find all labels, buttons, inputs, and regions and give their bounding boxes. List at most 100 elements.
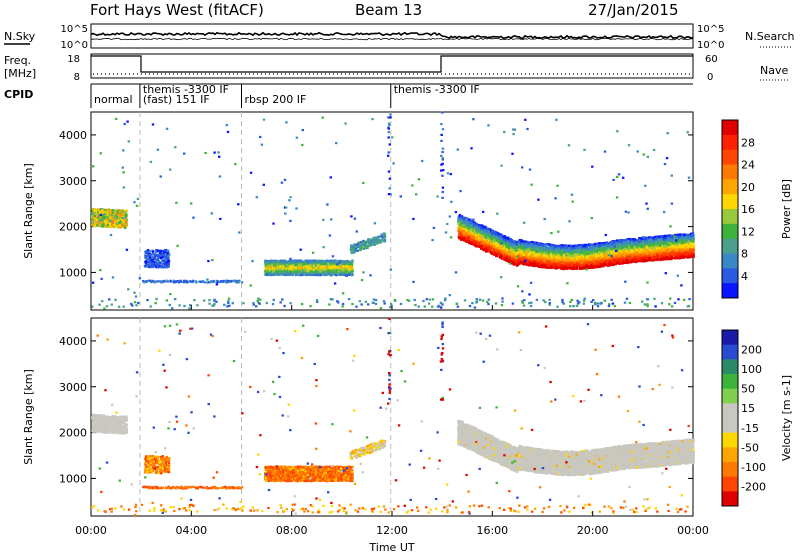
data-cell xyxy=(490,240,492,242)
data-cell xyxy=(516,244,518,246)
data-cell xyxy=(488,234,490,236)
data-cell xyxy=(486,250,488,252)
data-cell xyxy=(295,272,297,274)
data-cell xyxy=(317,269,319,271)
data-cell xyxy=(337,266,339,268)
data-cell xyxy=(465,240,467,242)
data-cell xyxy=(189,281,191,283)
data-cell xyxy=(325,261,327,263)
data-cell xyxy=(99,225,101,227)
data-cell xyxy=(516,260,518,262)
data-cell xyxy=(335,260,337,262)
data-cell xyxy=(525,246,527,248)
data-cell xyxy=(149,250,151,252)
data-cell xyxy=(166,257,168,259)
data-cell xyxy=(94,209,96,211)
data-cell xyxy=(367,245,369,247)
data-cell xyxy=(347,262,349,264)
data-cell xyxy=(149,280,151,282)
data-cell xyxy=(320,270,322,272)
data-cell xyxy=(350,266,352,268)
data-cell xyxy=(350,245,352,247)
data-cell xyxy=(272,267,274,269)
data-cell xyxy=(151,280,153,282)
data-cell xyxy=(305,260,307,262)
data-cell xyxy=(164,264,166,266)
data-cell xyxy=(370,243,372,245)
data-cell xyxy=(307,266,309,268)
data-cell xyxy=(334,271,336,273)
data-cell xyxy=(383,236,385,238)
data-cell xyxy=(505,239,507,241)
data-cell xyxy=(289,260,291,262)
data-cell xyxy=(381,234,383,236)
data-cell xyxy=(307,270,309,272)
data-cell xyxy=(533,260,535,262)
data-cell xyxy=(154,280,156,282)
freq-trace xyxy=(91,56,693,72)
radar-figure: Fort Hays West (fitACF) Beam 13 27/Jan/2… xyxy=(0,0,800,554)
data-cell xyxy=(299,260,301,262)
data-cell xyxy=(91,212,93,214)
beam-label: Beam 13 xyxy=(355,1,422,19)
data-cell xyxy=(533,243,535,245)
data-cell xyxy=(124,212,126,214)
data-cell xyxy=(277,260,279,262)
data-cell xyxy=(525,249,527,251)
nave-tick-bottom: 0 xyxy=(707,72,713,83)
nsky-trace xyxy=(91,33,693,38)
data-cell xyxy=(510,260,512,262)
data-cell xyxy=(154,254,156,256)
data-cell xyxy=(525,252,527,254)
data-cell xyxy=(485,245,487,247)
data-cell xyxy=(329,270,331,272)
data-cell xyxy=(289,270,291,272)
data-cell xyxy=(282,261,284,263)
data-cell xyxy=(525,244,527,246)
data-cell xyxy=(301,274,303,276)
data-cell xyxy=(467,236,469,238)
nave-tick-top: 60 xyxy=(705,54,718,65)
data-cell xyxy=(157,259,159,261)
y-tick-label: 1000 xyxy=(59,266,87,279)
data-cell xyxy=(353,243,355,245)
data-cell xyxy=(485,228,487,230)
data-cell xyxy=(463,234,465,236)
data-cell xyxy=(307,268,309,270)
data-cell xyxy=(364,243,366,245)
data-cell xyxy=(332,265,334,267)
data-cell xyxy=(351,264,353,266)
data-cell xyxy=(503,247,505,249)
freq-tick-top: 18 xyxy=(67,54,80,65)
data-cell xyxy=(204,281,206,283)
nsearch-tick-bottom: 10^0 xyxy=(697,40,724,51)
data-cell xyxy=(503,238,505,240)
data-cell xyxy=(523,254,525,256)
data-cell xyxy=(352,252,354,254)
data-cell xyxy=(111,220,113,222)
data-cell xyxy=(195,281,197,283)
data-cell xyxy=(533,262,535,264)
data-cell xyxy=(295,261,297,263)
data-cell xyxy=(302,271,304,273)
data-cell xyxy=(465,227,467,229)
data-cell xyxy=(290,266,292,268)
data-cell xyxy=(144,254,146,256)
freq-tick-bottom: 8 xyxy=(74,72,80,83)
data-cell xyxy=(102,214,104,216)
data-cell xyxy=(157,280,159,282)
data-cell xyxy=(147,264,149,266)
data-cell xyxy=(502,257,504,259)
data-cell xyxy=(373,242,375,244)
data-cell xyxy=(126,210,128,212)
data-cell xyxy=(192,280,194,282)
data-cell xyxy=(458,217,460,219)
data-cell xyxy=(473,240,475,242)
data-cell xyxy=(324,267,326,269)
data-cell xyxy=(157,264,159,266)
data-cell xyxy=(460,217,462,219)
date-label: 27/Jan/2015 xyxy=(588,1,679,19)
data-cell xyxy=(330,266,332,268)
data-cell xyxy=(503,236,505,238)
freq-unit: [MHz] xyxy=(4,67,36,80)
